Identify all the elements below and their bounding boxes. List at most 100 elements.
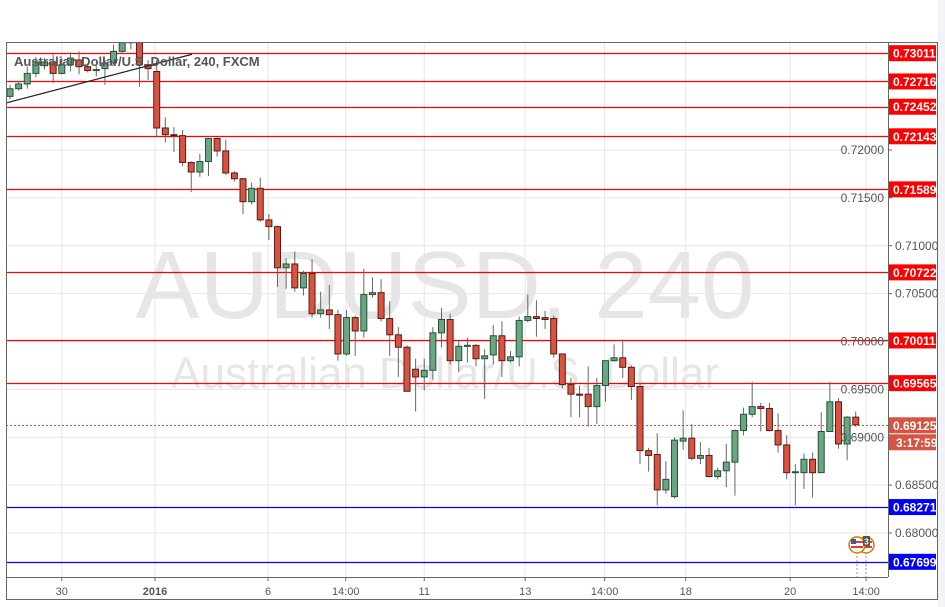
candle-down [558,353,566,386]
candle-up [722,461,730,472]
candle-down [774,430,782,446]
candle-down [809,458,817,474]
candle-down [636,386,644,452]
time-axis[interactable]: 30 2016 6 14:00 11 13 14:00 18 20 14:00 [56,577,880,598]
price-tick-label: 0.71500 [841,191,885,205]
candle-up [748,406,756,415]
candle-up [66,57,74,66]
candle-down [541,317,549,320]
candle-down [688,437,696,459]
candle-down [135,42,143,66]
time-tick-label: 14:00 [332,586,360,598]
candle-up [282,263,290,269]
candle-down [584,393,592,408]
candle-up [731,430,739,463]
candle-up [524,316,532,321]
candle-up [58,64,66,74]
time-tick-label: 11 [419,586,430,598]
candle-up [343,317,351,355]
candle-up [791,471,799,474]
time-tick-label: 2016 [143,586,167,598]
candle-up [196,160,204,173]
economic-events[interactable]: 3 [848,536,875,577]
candle-down [222,150,230,174]
candle-up [32,61,40,74]
grid [6,42,888,577]
candle-up [118,42,126,52]
candle-down [783,444,791,474]
candle-down [377,292,385,320]
candle-up [429,332,437,371]
candle-down [239,178,247,203]
watermark: AUDUSD, 240 Australian Dollar/U.S. Dolla… [136,232,755,398]
price-label: 0.73011 [893,47,936,61]
candle-up [515,319,523,358]
chart-border [6,42,938,600]
price-label-bg [889,98,936,115]
time-tick-label: 14:00 [852,586,880,598]
candle-down [49,61,57,74]
candle-down [265,219,273,228]
candle-up [826,401,834,433]
candle-down [291,263,299,289]
candle-down [619,357,627,368]
candle-up [360,294,368,332]
candle-down [403,346,411,392]
price-label-bg [889,264,936,281]
candle-down [161,127,169,136]
chart-title: Australian Dollar/U.S. Dollar, 240, FXCM [14,54,260,69]
event-count-badge [863,536,870,546]
candle-up [601,360,609,387]
price-label: 0.69565 [893,377,937,391]
us-flag-stripe [851,541,863,543]
candle-up [463,344,471,347]
candle-down [386,318,394,336]
candle-down [852,416,860,426]
candle-up [817,431,825,474]
price-label: 0.71589 [893,183,937,197]
price-tick-label: 0.68000 [895,526,939,540]
candle-up [127,42,135,44]
candle-down [627,366,635,388]
price-label-bg [889,332,936,349]
candle-down [351,317,359,332]
chart-frame [6,42,938,600]
candle-up [740,413,748,432]
candle-down [532,316,540,320]
candle-down [230,172,238,180]
candle-down [765,408,773,432]
price-label: 0.70011 [893,334,936,348]
candle-down [75,59,83,68]
candle-down [84,66,92,72]
candle-down [705,454,713,478]
candle-down [550,318,558,355]
candle-down [308,273,316,315]
time-tick-label: 13 [519,586,531,598]
us-flag-stripe [860,546,872,548]
candle-up [110,50,118,64]
candle-down [412,368,420,378]
price-tick-label: 0.69000 [841,430,885,444]
candle-up [438,318,445,334]
candle-down [274,226,282,269]
candle-up [15,83,23,90]
candle-up [248,187,256,203]
candle-up [6,88,14,97]
last-price-label: 0.69125 [893,419,937,433]
candle-up [679,437,687,442]
price-label-bg [889,45,936,62]
candle-up [800,458,808,474]
horizontal-lines [6,52,888,564]
candle-up [696,454,704,459]
price-label-bg [889,73,936,90]
candle-down [498,335,506,362]
price-label-bg [889,375,936,392]
candle-down [187,161,195,173]
price-label: 0.72143 [893,130,937,144]
candle-down [325,309,333,316]
candle-down [576,393,584,396]
candle-down [153,70,161,129]
candle-up [317,309,325,315]
price-axis[interactable]: 0.72000 0.71500 0.71000 0.70500 0.70000 0.695… [841,45,939,570]
